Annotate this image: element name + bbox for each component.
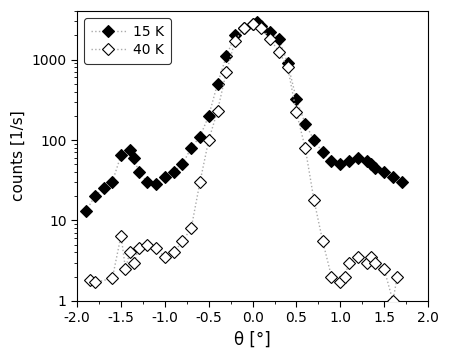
15 K	[144, 180, 150, 184]
40 K	[224, 70, 229, 74]
40 K	[241, 25, 247, 30]
15 K	[118, 153, 124, 157]
15 K	[180, 162, 185, 166]
40 K	[110, 276, 115, 281]
40 K	[118, 233, 124, 238]
15 K	[259, 24, 264, 28]
40 K	[88, 278, 93, 283]
Line: 15 K: 15 K	[82, 18, 406, 216]
Line: 40 K: 40 K	[86, 19, 401, 305]
15 K	[285, 61, 290, 66]
40 K	[197, 180, 202, 184]
40 K	[320, 239, 325, 243]
40 K	[215, 109, 220, 113]
15 K	[311, 138, 317, 142]
40 K	[131, 260, 137, 265]
40 K	[162, 255, 167, 259]
40 K	[329, 275, 334, 279]
15 K	[355, 156, 360, 160]
40 K	[259, 25, 264, 30]
15 K	[127, 148, 132, 152]
15 K	[101, 186, 106, 190]
15 K	[399, 180, 405, 184]
15 K	[92, 194, 98, 198]
40 K	[382, 267, 387, 271]
15 K	[346, 159, 352, 163]
15 K	[131, 156, 137, 160]
40 K	[127, 250, 132, 255]
15 K	[390, 175, 396, 179]
40 K	[302, 146, 308, 150]
15 K	[241, 25, 247, 30]
40 K	[123, 267, 128, 271]
40 K	[355, 255, 360, 259]
15 K	[110, 180, 115, 184]
40 K	[189, 226, 194, 230]
40 K	[342, 275, 347, 279]
40 K	[171, 250, 176, 255]
40 K	[338, 280, 343, 284]
15 K	[320, 150, 325, 155]
15 K	[382, 170, 387, 174]
15 K	[329, 159, 334, 163]
40 K	[373, 260, 378, 265]
15 K	[197, 135, 202, 139]
40 K	[232, 39, 238, 43]
15 K	[232, 33, 238, 37]
15 K	[171, 170, 176, 174]
40 K	[395, 275, 400, 279]
15 K	[250, 21, 255, 26]
15 K	[215, 82, 220, 86]
40 K	[144, 243, 150, 247]
40 K	[311, 198, 317, 202]
40 K	[267, 37, 273, 41]
15 K	[338, 162, 343, 166]
15 K	[267, 30, 273, 34]
15 K	[206, 114, 211, 118]
15 K	[136, 170, 141, 174]
40 K	[285, 65, 290, 69]
15 K	[162, 175, 167, 179]
15 K	[302, 121, 308, 126]
40 K	[368, 255, 373, 259]
15 K	[276, 37, 282, 41]
15 K	[83, 209, 89, 213]
40 K	[136, 246, 141, 251]
Y-axis label: counts [1/s]: counts [1/s]	[11, 111, 26, 201]
15 K	[294, 97, 299, 102]
15 K	[368, 162, 373, 166]
15 K	[364, 159, 369, 163]
15 K	[153, 182, 159, 186]
40 K	[206, 138, 211, 142]
Legend: 15 K, 40 K: 15 K, 40 K	[84, 18, 171, 64]
15 K	[254, 20, 260, 24]
40 K	[390, 299, 396, 303]
15 K	[189, 146, 194, 150]
15 K	[373, 166, 378, 170]
40 K	[346, 260, 352, 265]
40 K	[294, 110, 299, 114]
40 K	[276, 50, 282, 54]
40 K	[250, 21, 255, 26]
X-axis label: θ [°]: θ [°]	[234, 331, 271, 349]
15 K	[224, 54, 229, 58]
40 K	[364, 260, 369, 265]
40 K	[180, 239, 185, 243]
40 K	[92, 280, 98, 284]
40 K	[153, 246, 159, 251]
